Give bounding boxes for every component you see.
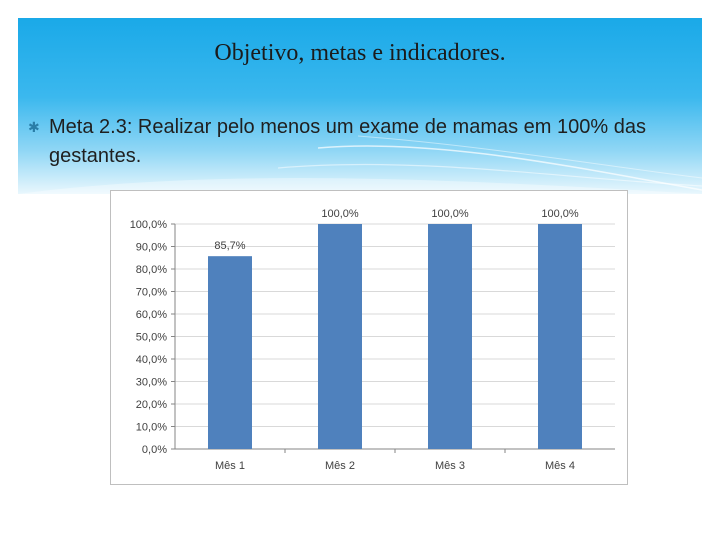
bar (208, 256, 252, 449)
data-label: 100,0% (321, 208, 359, 220)
x-tick-label: Mês 1 (215, 460, 245, 472)
data-label: 100,0% (541, 208, 579, 220)
bar (538, 224, 582, 449)
x-tick-label: Mês 4 (545, 460, 575, 472)
x-tick-label: Mês 3 (435, 460, 465, 472)
y-tick-label: 30,0% (136, 377, 167, 389)
y-tick-label: 60,0% (136, 309, 167, 321)
y-tick-label: 70,0% (136, 287, 167, 299)
bar (428, 224, 472, 449)
y-tick-label: 40,0% (136, 354, 167, 366)
bar (318, 224, 362, 449)
title-banner (18, 18, 702, 194)
chart-frame: 0,0% 10,0% 20,0% 30,0% 40,0% 50,0% 60,0% 70,0% 8… (110, 190, 628, 485)
asterisk-bullet-icon: ✱ (28, 119, 40, 135)
y-tick-label: 100,0% (130, 219, 168, 231)
y-tick-label: 80,0% (136, 264, 167, 276)
y-tick-label: 20,0% (136, 399, 167, 411)
bullet-text: Meta 2.3: Realizar pelo menos um exame d… (49, 116, 646, 167)
y-tick-label: 0,0% (142, 444, 167, 456)
data-label: 100,0% (431, 208, 469, 220)
slide-title: Objetivo, metas e indicadores. (214, 40, 506, 66)
y-tick-label: 50,0% (136, 332, 167, 344)
x-tick-label: Mês 2 (325, 460, 355, 472)
bar-chart: 0,0% 10,0% 20,0% 30,0% 40,0% 50,0% 60,0% 70,0% 8… (130, 208, 615, 472)
y-tick-label: 90,0% (136, 242, 167, 254)
y-tick-label: 10,0% (136, 422, 167, 434)
data-label: 85,7% (214, 240, 245, 252)
